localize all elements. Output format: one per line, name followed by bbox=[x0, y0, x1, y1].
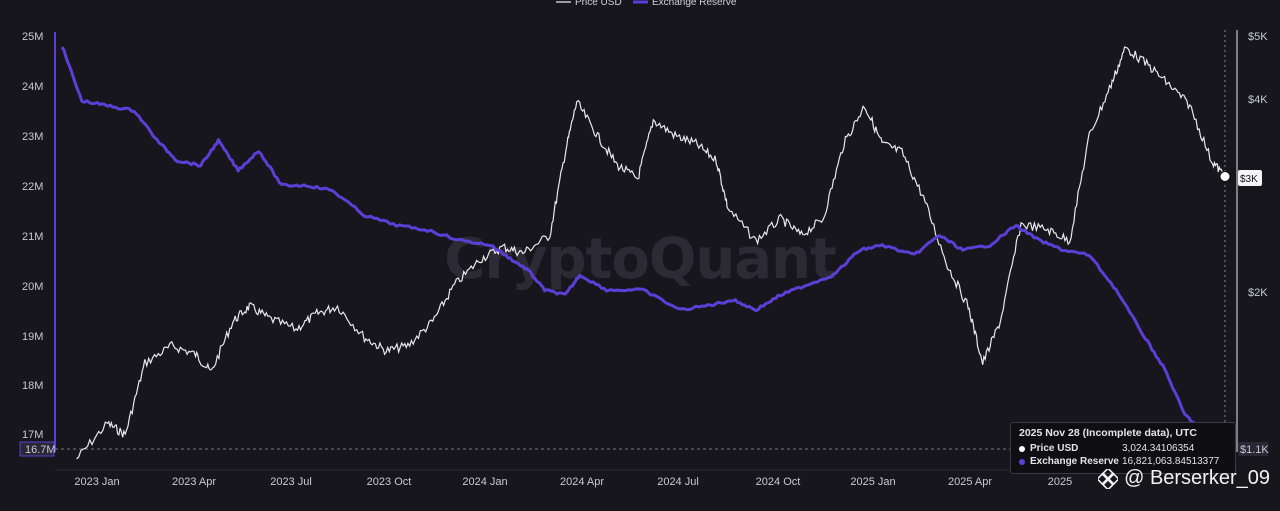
exchange-reserve-line bbox=[60, 46, 1226, 446]
tooltip-reserve-dot bbox=[1019, 458, 1025, 465]
left-tick: 20M bbox=[22, 281, 43, 293]
left-tick: 21M bbox=[22, 231, 43, 243]
right-bottom-badge bbox=[1238, 442, 1268, 456]
x-tick: 2025 Apr bbox=[948, 476, 992, 488]
left-tick: 18M bbox=[22, 380, 43, 392]
series-layer bbox=[60, 46, 1226, 460]
price-current-marker bbox=[1219, 171, 1231, 182]
tooltip-price-dot bbox=[1019, 445, 1025, 452]
left-current-badge-text: 16.7M bbox=[25, 444, 56, 456]
legend-reserve-label: Exchange Reserve bbox=[652, 0, 737, 8]
right-current-badge bbox=[1238, 170, 1262, 186]
right-current-badge-text: $3K bbox=[1240, 174, 1258, 185]
x-tick: 2025 bbox=[1048, 476, 1072, 488]
left-tick: 23M bbox=[22, 131, 43, 143]
x-tick: 2024 Oct bbox=[756, 476, 801, 488]
tooltip-price-row: Price USD 3,024.34106354 bbox=[1019, 442, 1227, 455]
left-tick: 24M bbox=[22, 81, 43, 93]
left-axis: 25M 24M 23M 22M 21M 20M 19M 18M 17M bbox=[22, 31, 43, 441]
x-axis: 2023 Jan 2023 Apr 2023 Jul 2023 Oct 2024… bbox=[74, 476, 1072, 488]
x-tick: 2023 Apr bbox=[172, 476, 216, 488]
hover-tooltip: 2025 Nov 28 (Incomplete data), UTC Price… bbox=[1010, 422, 1236, 474]
right-tick: $4K bbox=[1248, 94, 1268, 106]
left-tick: 19M bbox=[22, 331, 43, 343]
x-tick: 2024 Jul bbox=[657, 476, 699, 488]
x-tick: 2023 Jul bbox=[270, 476, 312, 488]
left-tick: 22M bbox=[22, 181, 43, 193]
attribution: @ Berserker_09 bbox=[1098, 467, 1270, 490]
x-tick: 2024 Apr bbox=[560, 476, 604, 488]
binance-square-icon bbox=[1098, 468, 1119, 489]
price-usd-line bbox=[76, 46, 1226, 460]
tooltip-reserve-name: Exchange Reserve bbox=[1030, 456, 1119, 467]
tooltip-reserve-row: Exchange Reserve 16,821,063.84513377 bbox=[1019, 455, 1227, 468]
right-bottom-badge-text: $1.1K bbox=[1240, 444, 1269, 456]
left-tick: 25M bbox=[22, 31, 43, 43]
left-tick: 17M bbox=[22, 429, 43, 441]
right-axis: $5K $4K $2K bbox=[1248, 31, 1268, 299]
x-tick: 2024 Jan bbox=[462, 476, 507, 488]
attribution-text: @ Berserker_09 bbox=[1124, 467, 1270, 489]
legend-price-label: Price USD bbox=[575, 0, 622, 8]
tooltip-price-name: Price USD bbox=[1030, 443, 1079, 454]
right-tick: $2K bbox=[1248, 287, 1268, 299]
x-tick: 2023 Oct bbox=[367, 476, 412, 488]
tooltip-reserve-value: 16,821,063.84513377 bbox=[1122, 456, 1220, 467]
x-tick: 2023 Jan bbox=[74, 476, 119, 488]
tooltip-title: 2025 Nov 28 (Incomplete data), UTC bbox=[1019, 427, 1197, 439]
tooltip-price-value: 3,024.34106354 bbox=[1122, 443, 1195, 454]
x-tick: 2025 Jan bbox=[850, 476, 895, 488]
watermark-text: CryptoQuant bbox=[444, 227, 836, 292]
right-tick: $5K bbox=[1248, 31, 1268, 43]
left-current-badge bbox=[19, 441, 55, 457]
